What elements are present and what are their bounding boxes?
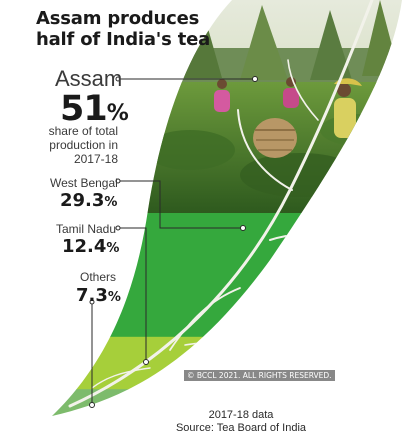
- tamil-nadu-value-number: 12.4: [62, 236, 107, 257]
- others-value-number: 7.3: [76, 285, 108, 306]
- west-bengal-value-unit: %: [104, 195, 118, 210]
- assam-leader-dot: [252, 76, 258, 82]
- others-leader-start-dot: [89, 299, 95, 305]
- source-line-2: Source: Tea Board of India: [175, 422, 307, 434]
- leader-lines: [89, 76, 258, 408]
- west-bengal-leader: [118, 180, 243, 229]
- tamil-nadu-leader: [118, 227, 147, 362]
- assam-label: Assam: [55, 66, 123, 91]
- west-bengal-leader-start-dot: [115, 178, 121, 184]
- chart-title-line-2: half of India's tea: [36, 29, 211, 50]
- tamil-nadu-value-unit: %: [106, 241, 120, 256]
- others-value-unit: %: [107, 290, 121, 305]
- tamil-nadu-band: [52, 336, 402, 390]
- others-leader-dot: [89, 402, 95, 408]
- assam-value: 51%: [60, 89, 129, 129]
- tamil-nadu-leader-dot: [143, 359, 149, 365]
- west-bengal-value: 29.3%: [60, 190, 117, 211]
- assam-leader-start-dot: [115, 76, 121, 82]
- west-bengal-leader-dot: [240, 225, 246, 231]
- assam-note: share of total production in 2017-18: [38, 124, 118, 166]
- copyright-notice: © BCCL 2021. ALL RIGHTS RESERVED.: [184, 370, 335, 381]
- source-line-1: 2017-18 data: [208, 409, 274, 421]
- assam-value-unit: %: [106, 101, 129, 126]
- others-label: Others: [80, 270, 117, 284]
- tamil-nadu-value: 12.4%: [62, 236, 119, 257]
- assam-note-line-1: share of total: [48, 124, 118, 138]
- chart-title-line-1: Assam produces: [36, 8, 200, 29]
- west-bengal-label: West Bengal: [50, 176, 118, 190]
- tamil-nadu-leader-start-dot: [115, 225, 121, 231]
- assam-note-line-3: 2017-18: [73, 152, 118, 166]
- chart-title: Assam produces half of India's tea: [36, 8, 210, 50]
- assam-note-line-2: production in: [49, 138, 118, 152]
- west-bengal-value-number: 29.3: [60, 190, 105, 211]
- source-note: 2017-18 data Source: Tea Board of India: [166, 409, 316, 435]
- tamil-nadu-label: Tamil Nadu: [56, 222, 117, 236]
- others-value: 7.3%: [76, 285, 121, 306]
- assam-value-number: 51: [60, 89, 108, 129]
